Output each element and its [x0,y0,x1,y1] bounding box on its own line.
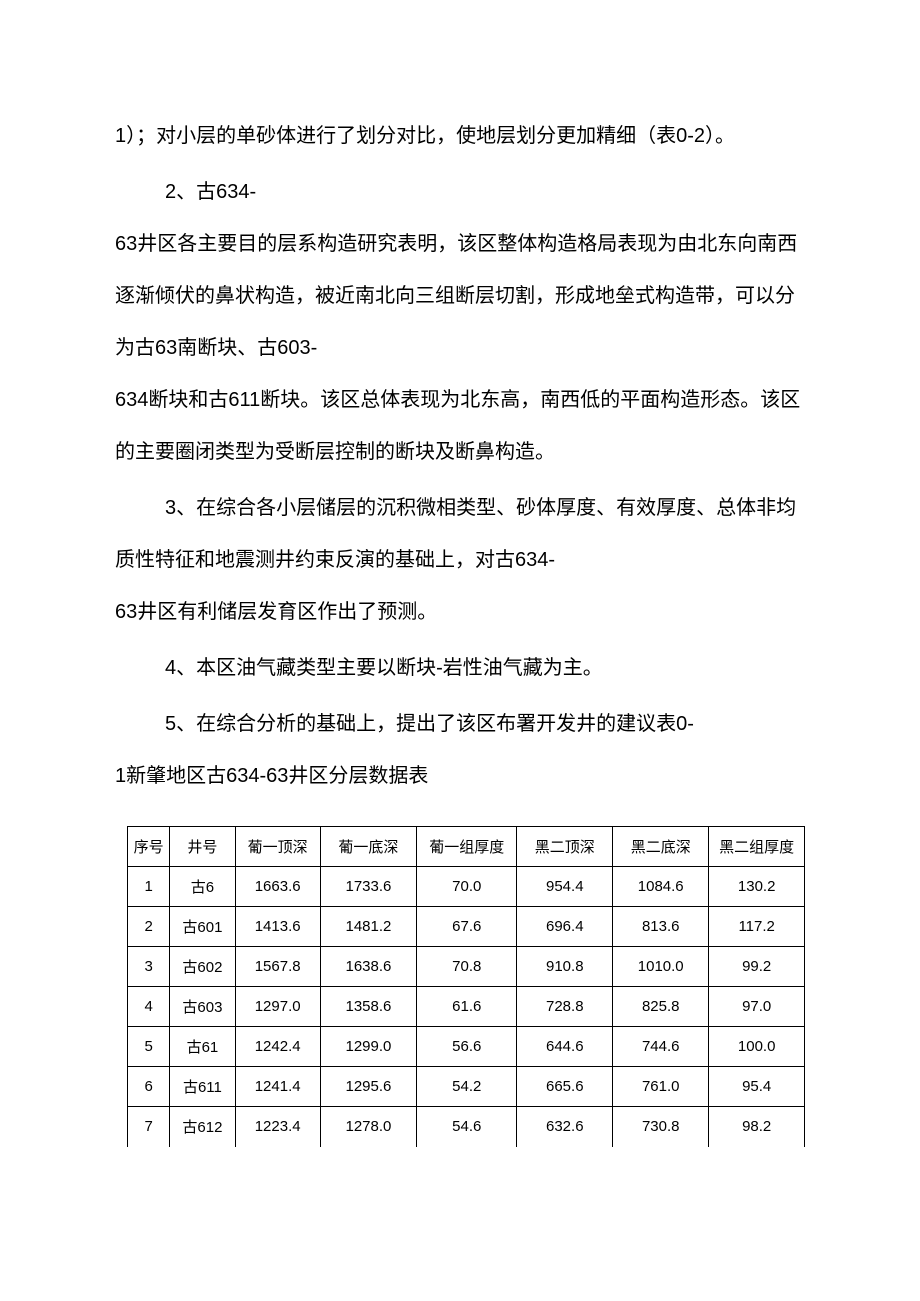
table-cell: 1299.0 [320,1027,416,1067]
data-table: 序号 井号 葡一顶深 葡一底深 葡一组厚度 黑二顶深 黑二底深 黑二组厚度 1古… [127,826,805,1147]
paragraph-1: 1）；对小层的单砂体进行了划分对比，使地层划分更加精细（表0-2）。 [115,110,805,162]
table-cell: 744.6 [613,1027,709,1067]
table-cell: 1242.4 [235,1027,320,1067]
paragraph-3: 3、在综合各小层储层的沉积微相类型、砂体厚度、有效厚度、总体非均质性特征和地震测… [115,482,805,638]
text-p2-a: 3、在综合各小层储层的沉积微相类型、砂体厚度、有效厚度、总体非均质性特征和地震测… [115,482,805,586]
table-body: 1古61663.61733.670.0954.41084.6130.22古601… [128,867,805,1147]
table-row: 2古6011413.61481.267.6696.4813.6117.2 [128,907,805,947]
table-cell: 1358.6 [320,987,416,1027]
table-cell: 761.0 [613,1067,709,1107]
table-cell: 730.8 [613,1107,709,1147]
table-cell: 910.8 [517,947,613,987]
table-cell: 古6 [170,867,235,907]
table-header-row: 序号 井号 葡一顶深 葡一底深 葡一组厚度 黑二顶深 黑二底深 黑二组厚度 [128,827,805,867]
table-cell: 632.6 [517,1107,613,1147]
table-cell: 1084.6 [613,867,709,907]
table-cell: 古611 [170,1067,235,1107]
col-header-pu1-bottom: 葡一底深 [320,827,416,867]
table-row: 1古61663.61733.670.0954.41084.6130.2 [128,867,805,907]
paragraph-4: 4、本区油气藏类型主要以断块-岩性油气藏为主。 [115,642,805,694]
table-cell: 1663.6 [235,867,320,907]
table-cell: 古61 [170,1027,235,1067]
table-cell: 1241.4 [235,1067,320,1107]
col-header-pu1-top: 葡一顶深 [235,827,320,867]
table-title: 1新肇地区古634-63井区分层数据表 [115,750,805,802]
table-cell: 130.2 [709,867,805,907]
table-cell: 696.4 [517,907,613,947]
text-p0: 1）；对小层的单砂体进行了划分对比，使地层划分更加精细（表0-2）。 [115,125,735,147]
table-cell: 古602 [170,947,235,987]
table-cell: 99.2 [709,947,805,987]
table-cell: 954.4 [517,867,613,907]
table-cell: 1010.0 [613,947,709,987]
table-cell: 54.6 [417,1107,517,1147]
table-cell: 5 [128,1027,170,1067]
col-header-hei2-top: 黑二顶深 [517,827,613,867]
table-cell: 644.6 [517,1027,613,1067]
paragraph-2: 2、古634- 63井区各主要目的层系构造研究表明，该区整体构造格局表现为由北东… [115,166,805,478]
table-cell: 98.2 [709,1107,805,1147]
table-cell: 97.0 [709,987,805,1027]
table-row: 5古611242.41299.056.6644.6744.6100.0 [128,1027,805,1067]
col-header-well: 井号 [170,827,235,867]
table-cell: 56.6 [417,1027,517,1067]
table-row: 3古6021567.81638.670.8910.81010.099.2 [128,947,805,987]
table-cell: 67.6 [417,907,517,947]
table-cell: 70.8 [417,947,517,987]
table-cell: 825.8 [613,987,709,1027]
table-cell: 古612 [170,1107,235,1147]
table-cell: 813.6 [613,907,709,947]
table-cell: 100.0 [709,1027,805,1067]
table-cell: 6 [128,1067,170,1107]
table-cell: 54.2 [417,1067,517,1107]
table-cell: 728.8 [517,987,613,1027]
table-cell: 4 [128,987,170,1027]
table-cell: 7 [128,1107,170,1147]
text-p1-a: 2、古634- [115,166,805,218]
table-cell: 古603 [170,987,235,1027]
text-p2-b: 63井区有利储层发育区作出了预测。 [115,586,805,638]
table-cell: 古601 [170,907,235,947]
table-cell: 70.0 [417,867,517,907]
table-cell: 1295.6 [320,1067,416,1107]
text-p1-b: 63井区各主要目的层系构造研究表明，该区整体构造格局表现为由北东向南西逐渐倾伏的… [115,218,805,374]
table-cell: 1638.6 [320,947,416,987]
col-header-pu1-thick: 葡一组厚度 [417,827,517,867]
table-cell: 117.2 [709,907,805,947]
table-cell: 2 [128,907,170,947]
table-cell: 1278.0 [320,1107,416,1147]
table-cell: 1413.6 [235,907,320,947]
col-header-hei2-thick: 黑二组厚度 [709,827,805,867]
table-cell: 665.6 [517,1067,613,1107]
table-cell: 1297.0 [235,987,320,1027]
text-table-title: 1新肇地区古634-63井区分层数据表 [115,765,428,787]
text-p4: 5、在综合分析的基础上，提出了该区布署开发井的建议表0- [165,713,694,735]
col-header-index: 序号 [128,827,170,867]
table-cell: 3 [128,947,170,987]
table-cell: 1223.4 [235,1107,320,1147]
table-cell: 95.4 [709,1067,805,1107]
paragraph-5: 5、在综合分析的基础上，提出了该区布署开发井的建议表0- [115,698,805,750]
table-cell: 1733.6 [320,867,416,907]
col-header-hei2-bottom: 黑二底深 [613,827,709,867]
table-row: 4古6031297.01358.661.6728.8825.897.0 [128,987,805,1027]
table-cell: 1 [128,867,170,907]
text-p3: 4、本区油气藏类型主要以断块-岩性油气藏为主。 [165,657,603,679]
table-cell: 1567.8 [235,947,320,987]
table-row: 7古6121223.41278.054.6632.6730.898.2 [128,1107,805,1147]
table-cell: 61.6 [417,987,517,1027]
table-row: 6古6111241.41295.654.2665.6761.095.4 [128,1067,805,1107]
text-p1-c: 634断块和古611断块。该区总体表现为北东高，南西低的平面构造形态。该区的主要… [115,374,805,478]
table-cell: 1481.2 [320,907,416,947]
